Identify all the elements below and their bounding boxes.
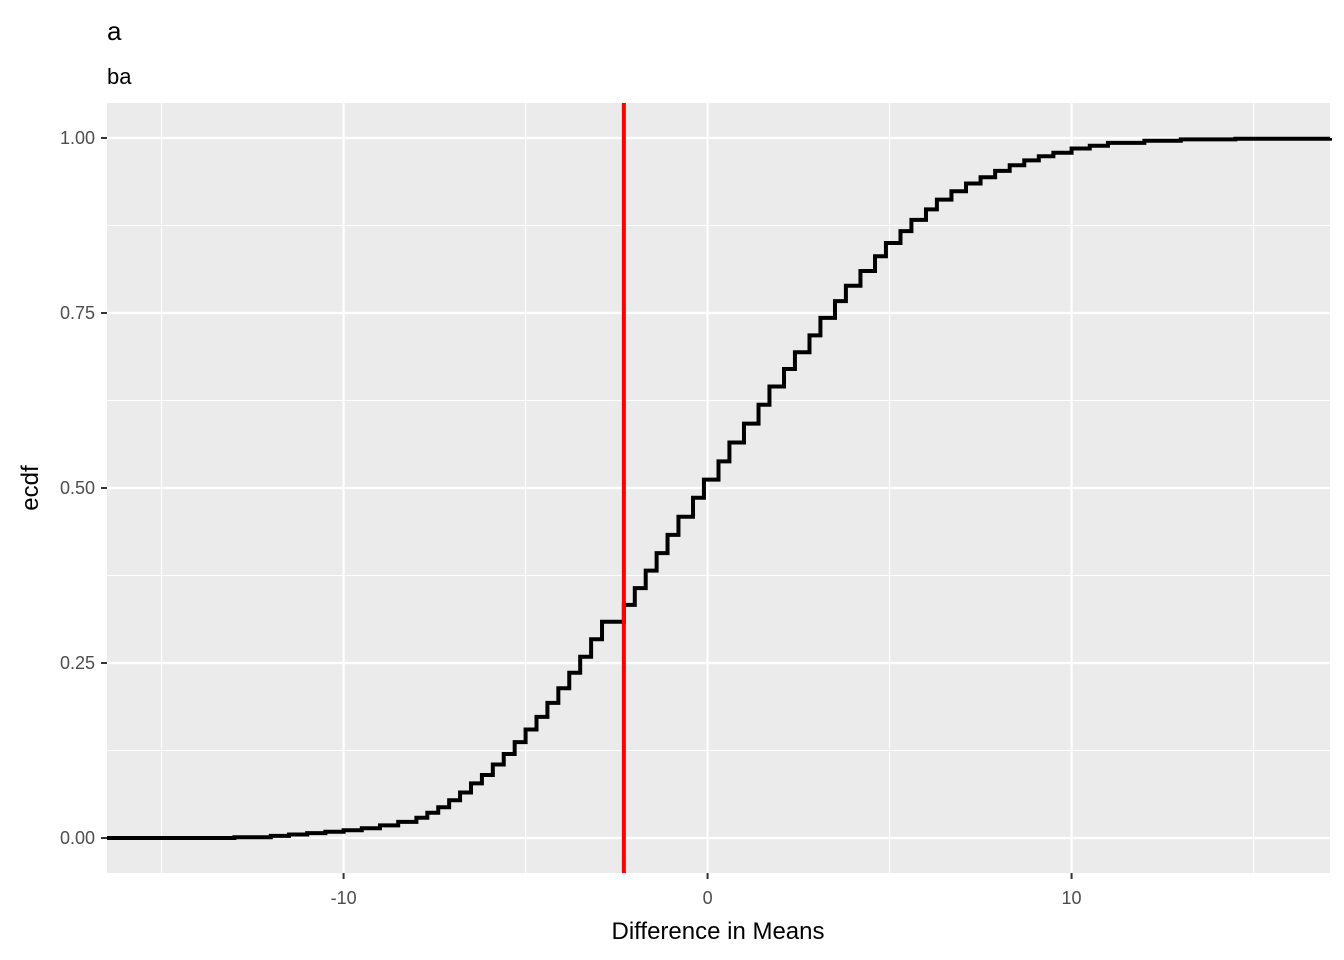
y-tick-label: 0.50 bbox=[60, 478, 95, 498]
y-tick-label: 1.00 bbox=[60, 128, 95, 148]
y-tick-label: 0.00 bbox=[60, 828, 95, 848]
x-axis-title: Difference in Means bbox=[612, 918, 825, 945]
chart-title: a bbox=[107, 16, 122, 46]
y-tick-label: 0.25 bbox=[60, 653, 95, 673]
y-axis: 0.00 0.25 0.50 0.75 1.00 bbox=[60, 128, 107, 848]
x-axis: -10 0 10 bbox=[331, 873, 1082, 908]
chart-subtitle: ba bbox=[107, 64, 132, 89]
major-gridlines bbox=[107, 103, 1330, 873]
x-tick-label: -10 bbox=[331, 888, 357, 908]
ecdf-step-line bbox=[107, 136, 1332, 840]
y-axis-title: ecdf bbox=[17, 465, 44, 511]
x-tick-label: 10 bbox=[1062, 888, 1082, 908]
y-tick-label: 0.75 bbox=[60, 303, 95, 323]
x-tick-label: 0 bbox=[703, 888, 713, 908]
